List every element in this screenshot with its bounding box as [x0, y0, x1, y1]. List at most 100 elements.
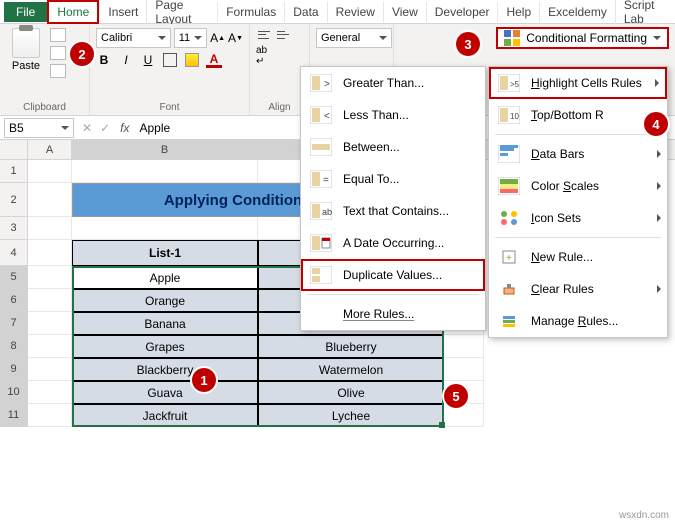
cell[interactable]: [28, 335, 72, 358]
table-cell[interactable]: Apple: [72, 266, 258, 289]
row-header[interactable]: 6: [0, 289, 28, 312]
row-header[interactable]: 7: [0, 312, 28, 335]
wrap-text-icon[interactable]: ab↵: [256, 45, 267, 67]
enter-icon[interactable]: ✓: [96, 121, 114, 135]
row-header[interactable]: 4: [0, 240, 28, 266]
menu-label: Clear Rules: [531, 282, 594, 296]
tab-home[interactable]: Home: [47, 0, 99, 24]
row-header[interactable]: 9: [0, 358, 28, 381]
row-header[interactable]: 5: [0, 266, 28, 289]
number-format-combo[interactable]: General: [316, 28, 392, 48]
menu-duplicate-values[interactable]: Duplicate Values...: [301, 259, 485, 291]
table-cell[interactable]: Blackberry: [72, 358, 258, 381]
paste-button[interactable]: Paste: [6, 28, 46, 78]
cell[interactable]: [28, 404, 72, 427]
menu-top-bottom-rules[interactable]: 10 Top/Bottom R: [489, 99, 667, 131]
cell[interactable]: [28, 381, 72, 404]
table-cell[interactable]: Watermelon: [258, 358, 444, 381]
select-all-corner[interactable]: [0, 140, 28, 159]
font-name-combo[interactable]: Calibri: [96, 28, 171, 48]
tab-review[interactable]: Review: [327, 2, 383, 22]
cell[interactable]: [72, 160, 258, 183]
menu-manage-rules[interactable]: Manage Rules...: [489, 305, 667, 337]
menu-new-rule[interactable]: + New Rule...: [489, 241, 667, 273]
tab-formulas[interactable]: Formulas: [217, 2, 284, 22]
underline-button[interactable]: U: [140, 52, 156, 68]
menu-data-bars[interactable]: Data Bars: [489, 138, 667, 170]
menu-label: New Rule...: [531, 250, 593, 264]
italic-button[interactable]: I: [118, 52, 134, 68]
row-header[interactable]: 11: [0, 404, 28, 427]
cell[interactable]: [28, 183, 72, 217]
cell[interactable]: [444, 358, 484, 381]
shrink-font-icon[interactable]: A▼: [228, 30, 243, 46]
tab-developer[interactable]: Developer: [426, 2, 498, 22]
table-cell[interactable]: Guava: [72, 381, 258, 404]
menu-more-rules[interactable]: More Rules...: [301, 298, 485, 330]
font-color-button[interactable]: A: [206, 52, 222, 68]
cell[interactable]: [28, 266, 72, 289]
font-size-combo[interactable]: 11: [174, 28, 207, 48]
border-button[interactable]: [162, 52, 178, 68]
svg-text:<: <: [324, 111, 330, 122]
cell[interactable]: [28, 160, 72, 183]
row-header[interactable]: 3: [0, 217, 28, 240]
table-cell[interactable]: Banana: [72, 312, 258, 335]
col-B[interactable]: B: [72, 140, 258, 159]
menu-between[interactable]: Between...: [301, 131, 485, 163]
align-top-icon[interactable]: [256, 28, 272, 42]
cell[interactable]: [444, 404, 484, 427]
menu-color-scales[interactable]: Color Scales: [489, 170, 667, 202]
cell[interactable]: [28, 312, 72, 335]
copy-icon[interactable]: [50, 46, 66, 60]
callout-badge-3: 3: [456, 32, 480, 56]
conditional-formatting-menu: >5 Highlight Cells Rules 10 Top/Bottom R…: [488, 66, 668, 338]
tab-help[interactable]: Help: [497, 2, 539, 22]
menu-text-contains[interactable]: ab Text that Contains...: [301, 195, 485, 227]
submenu-arrow-icon: [657, 150, 661, 158]
bold-button[interactable]: B: [96, 52, 112, 68]
tab-insert[interactable]: Insert: [99, 2, 146, 22]
name-box[interactable]: B5: [4, 118, 74, 138]
table-cell[interactable]: Orange: [72, 289, 258, 312]
cell[interactable]: [28, 358, 72, 381]
menu-equal-to[interactable]: = Equal To...: [301, 163, 485, 195]
fx-icon[interactable]: fx: [114, 121, 135, 135]
cell[interactable]: [28, 289, 72, 312]
col-A[interactable]: A: [28, 140, 72, 159]
tab-data[interactable]: Data: [284, 2, 326, 22]
menu-greater-than[interactable]: > Greater Than...: [301, 67, 485, 99]
row-header[interactable]: 8: [0, 335, 28, 358]
table-header[interactable]: List-1: [72, 240, 258, 266]
table-cell[interactable]: Grapes: [72, 335, 258, 358]
cancel-icon[interactable]: ✕: [78, 121, 96, 135]
grow-font-icon[interactable]: A▲: [210, 30, 225, 46]
tab-file[interactable]: File: [4, 2, 47, 22]
menu-less-than[interactable]: < Less Than...: [301, 99, 485, 131]
cell[interactable]: [72, 217, 258, 240]
table-cell[interactable]: Olive: [258, 381, 444, 404]
menu-separator: [307, 294, 479, 295]
menu-highlight-cells-rules[interactable]: >5 Highlight Cells Rules: [489, 67, 667, 99]
fill-color-button[interactable]: [184, 52, 200, 68]
format-painter-icon[interactable]: [50, 64, 66, 78]
cut-icon[interactable]: [50, 28, 66, 42]
align-middle-icon[interactable]: [275, 28, 291, 42]
cell[interactable]: [28, 240, 72, 266]
tab-view[interactable]: View: [383, 2, 426, 22]
table-cell[interactable]: Lychee: [258, 404, 444, 427]
new-rule-icon: +: [497, 247, 521, 267]
menu-date-occurring[interactable]: A Date Occurring...: [301, 227, 485, 259]
menu-icon-sets[interactable]: Icon Sets: [489, 202, 667, 234]
cell[interactable]: [444, 335, 484, 358]
tab-exceldemy[interactable]: Exceldemy: [539, 2, 615, 22]
menu-label: Manage Rules...: [531, 314, 618, 328]
table-cell[interactable]: Blueberry: [258, 335, 444, 358]
row-header[interactable]: 1: [0, 160, 28, 183]
menu-clear-rules[interactable]: Clear Rules: [489, 273, 667, 305]
table-cell[interactable]: Jackfruit: [72, 404, 258, 427]
cell[interactable]: [28, 217, 72, 240]
conditional-formatting-button[interactable]: Conditional Formatting: [496, 27, 669, 49]
row-header[interactable]: 2: [0, 183, 28, 217]
row-header[interactable]: 10: [0, 381, 28, 404]
